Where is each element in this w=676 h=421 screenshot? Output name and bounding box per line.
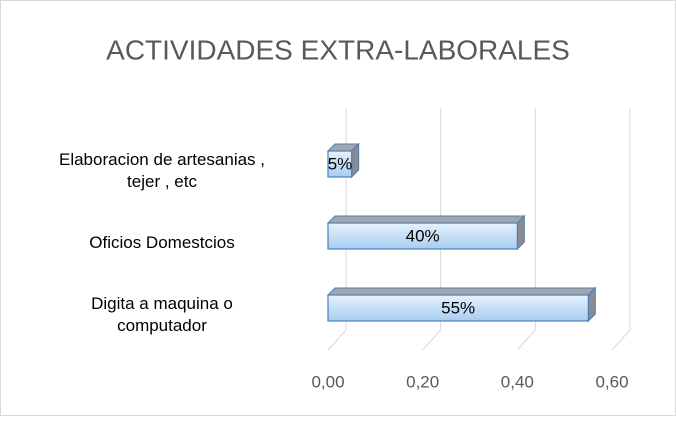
grid-line [422, 108, 442, 351]
bar-top [326, 215, 526, 224]
chart-title: ACTIVIDADES EXTRA-LABORALES [106, 34, 570, 65]
grid-line [611, 108, 631, 351]
grid-line [516, 108, 536, 351]
x-tick-label: 0,20 [406, 372, 439, 391]
bar [327, 150, 353, 178]
x-tick-label: 0,40 [501, 372, 534, 391]
bar [327, 222, 518, 250]
x-tick-label: 0,60 [595, 372, 628, 391]
data-label: 5% [328, 154, 353, 173]
y-tick-label: Oficios Domestcios [89, 233, 234, 252]
bar-top [326, 287, 597, 296]
grid-line [327, 108, 347, 351]
bar [327, 294, 589, 322]
data-label: 40% [406, 226, 440, 245]
data-label: 55% [441, 298, 475, 317]
y-tick-label: Elaboracion de artesanias , tejer , etc [59, 150, 265, 191]
y-tick-label: Digita a maquina o computador [91, 294, 233, 335]
x-tick-label: 0,00 [311, 372, 344, 391]
